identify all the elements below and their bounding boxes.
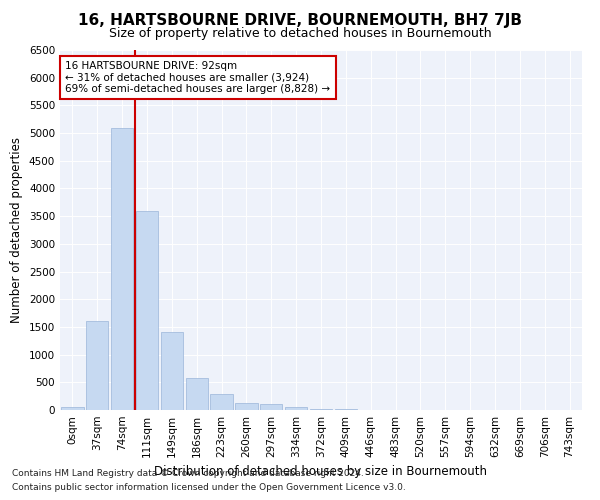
Text: 16 HARTSBOURNE DRIVE: 92sqm
← 31% of detached houses are smaller (3,924)
69% of : 16 HARTSBOURNE DRIVE: 92sqm ← 31% of det… (65, 61, 331, 94)
Bar (235, 403, 257, 410)
Bar (111, 128, 133, 410)
Text: Contains public sector information licensed under the Open Government Licence v3: Contains public sector information licen… (12, 484, 406, 492)
Text: Contains HM Land Registry data © Crown copyright and database right 2024.: Contains HM Land Registry data © Crown c… (12, 468, 364, 477)
Text: 16, HARTSBOURNE DRIVE, BOURNEMOUTH, BH7 7JB: 16, HARTSBOURNE DRIVE, BOURNEMOUTH, BH7 … (78, 12, 522, 28)
Bar (136, 210, 158, 410)
Bar (161, 332, 183, 410)
Bar (86, 322, 109, 410)
Bar (61, 407, 83, 410)
X-axis label: Distribution of detached houses by size in Bournemouth: Distribution of detached houses by size … (155, 466, 487, 478)
Text: Size of property relative to detached houses in Bournemouth: Size of property relative to detached ho… (109, 28, 491, 40)
Bar (211, 394, 233, 410)
Bar (185, 378, 208, 410)
Bar (260, 404, 283, 410)
Bar (285, 406, 307, 410)
Bar (310, 409, 332, 410)
Y-axis label: Number of detached properties: Number of detached properties (10, 137, 23, 323)
